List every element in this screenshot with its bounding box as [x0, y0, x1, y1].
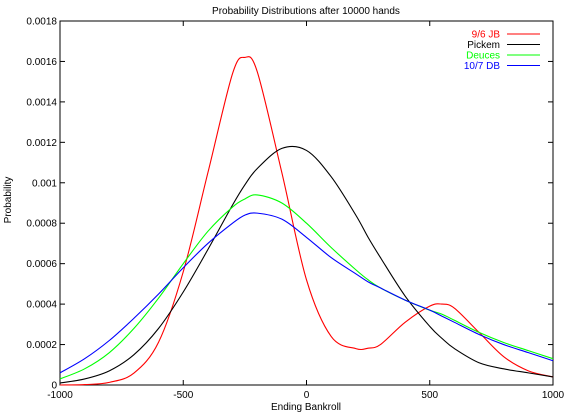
x-axis-label: Ending Bankroll: [271, 402, 341, 413]
legend-label: 10/7 DB: [464, 61, 500, 72]
x-tick-label: -500: [173, 390, 193, 401]
y-tick-label: 0: [51, 381, 57, 392]
legend-label: Pickem: [467, 40, 500, 51]
legend-label: 9/6 JB: [472, 30, 501, 41]
y-tick-label: 0.0012: [26, 138, 57, 149]
y-tick-label: 0.0002: [26, 340, 57, 351]
x-tick-label: 500: [421, 390, 438, 401]
chart-title: Probability Distributions after 10000 ha…: [212, 6, 400, 17]
y-tick-label: 0.0008: [26, 219, 57, 230]
y-tick-label: 0.0018: [26, 17, 57, 28]
y-tick-label: 0.0014: [26, 97, 57, 108]
axis-ticks: -1000 -500 0 500 1000 0 0.0002 0.0004 0.0006 0.00…: [26, 17, 564, 402]
y-tick-label: 0.001: [32, 178, 57, 189]
y-tick-label: 0.0016: [26, 57, 57, 68]
y-tick-label: 0.0006: [26, 259, 57, 270]
legend-label: Deuces: [466, 51, 500, 62]
y-axis-label: Probability: [3, 177, 14, 224]
series-line-9-6-jb: [59, 56, 554, 386]
series-line-deuces: [59, 194, 554, 380]
series-line-10-7-db: [59, 212, 554, 374]
x-tick-label: 0: [304, 390, 310, 401]
series-lines: [59, 56, 554, 386]
x-tick-label: 1000: [542, 390, 565, 401]
x-tick-label: -1000: [47, 390, 73, 401]
y-tick-label: 0.0004: [26, 300, 57, 311]
plot-frame: [59, 20, 554, 386]
series-line-pickem: [59, 145, 554, 384]
